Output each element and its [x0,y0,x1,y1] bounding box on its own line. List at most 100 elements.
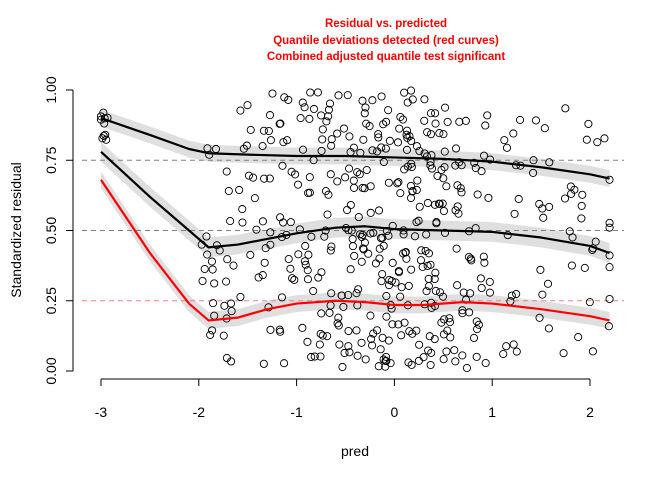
y-axis-label: Standardized residual [8,162,24,297]
data-point [323,210,332,219]
data-point [467,256,476,265]
data-point [333,319,342,328]
data-point [210,279,219,288]
data-point [561,104,570,113]
data-point [359,244,368,253]
data-point [378,270,387,279]
data-point [412,185,421,195]
data-point [439,330,448,339]
data-point [512,347,521,356]
data-point [296,114,305,123]
data-point [384,178,393,187]
data-point [473,325,482,334]
data-point [396,112,405,122]
data-point [345,132,354,141]
data-point [374,362,383,371]
data-point [314,273,323,282]
data-point [545,158,554,167]
data-point [236,292,245,302]
data-point [465,308,474,317]
data-point [400,88,409,97]
data-point [226,217,235,226]
data-point [223,255,232,264]
data-point [266,136,275,145]
data-point [303,337,312,346]
data-point [343,205,352,215]
data-point [366,182,375,191]
data-point [605,223,614,232]
data-point [483,111,492,120]
data-point [252,225,261,234]
data-point [364,249,373,258]
data-point [458,351,467,360]
data-point [357,338,366,347]
data-point [304,250,313,259]
data-point [346,265,355,274]
data-point [402,130,411,139]
data-point [431,109,440,118]
data-point [202,232,211,241]
data-point [577,214,586,223]
data-point [377,277,386,286]
data-point [227,357,236,366]
data-point [203,250,212,259]
data-point [322,117,331,126]
data-point [226,299,236,308]
data-point [545,202,554,211]
data-point [208,326,217,335]
data-point [400,318,409,327]
data-point [472,317,481,326]
data-point [407,162,416,172]
data-point [290,275,299,284]
data-point [459,288,468,297]
data-point [335,340,344,349]
data-point [445,314,454,323]
data-point [317,111,326,120]
data-point [395,124,404,133]
data-point [254,273,263,282]
data-point [323,332,332,341]
data-point [279,138,288,147]
data-point [277,293,287,302]
data-point [276,327,285,336]
data-point [224,186,233,196]
data-point [443,117,452,126]
data-point [384,231,393,240]
data-point [397,331,406,340]
data-point [266,240,275,249]
data-point [102,135,111,144]
data-point [509,129,518,138]
data-point [396,292,405,301]
data-point [485,288,495,297]
data-point [244,171,254,180]
data-point [510,209,519,218]
data-point [397,283,406,292]
data-point [280,93,289,102]
data-point [481,121,490,130]
data-point [357,232,366,242]
data-point [485,277,494,286]
data-point [422,152,432,161]
x-tick-label: 0 [391,404,399,420]
data-point [378,233,387,242]
data-point [360,184,369,193]
data-point [258,271,267,280]
data-point [368,146,377,155]
data-point [301,241,310,251]
data-point [344,164,354,173]
data-point [413,176,422,185]
data-point [294,250,303,259]
data-point [461,116,470,125]
data-point [359,135,368,144]
data-point [307,232,316,241]
data-point [462,363,471,373]
data-point [377,143,386,152]
data-point [288,274,297,283]
data-point [604,322,613,331]
data-point [258,142,267,151]
reference-lines [82,159,624,302]
data-point [399,230,408,239]
data-point [316,352,325,361]
data-point [283,136,292,145]
data-point [243,101,252,110]
